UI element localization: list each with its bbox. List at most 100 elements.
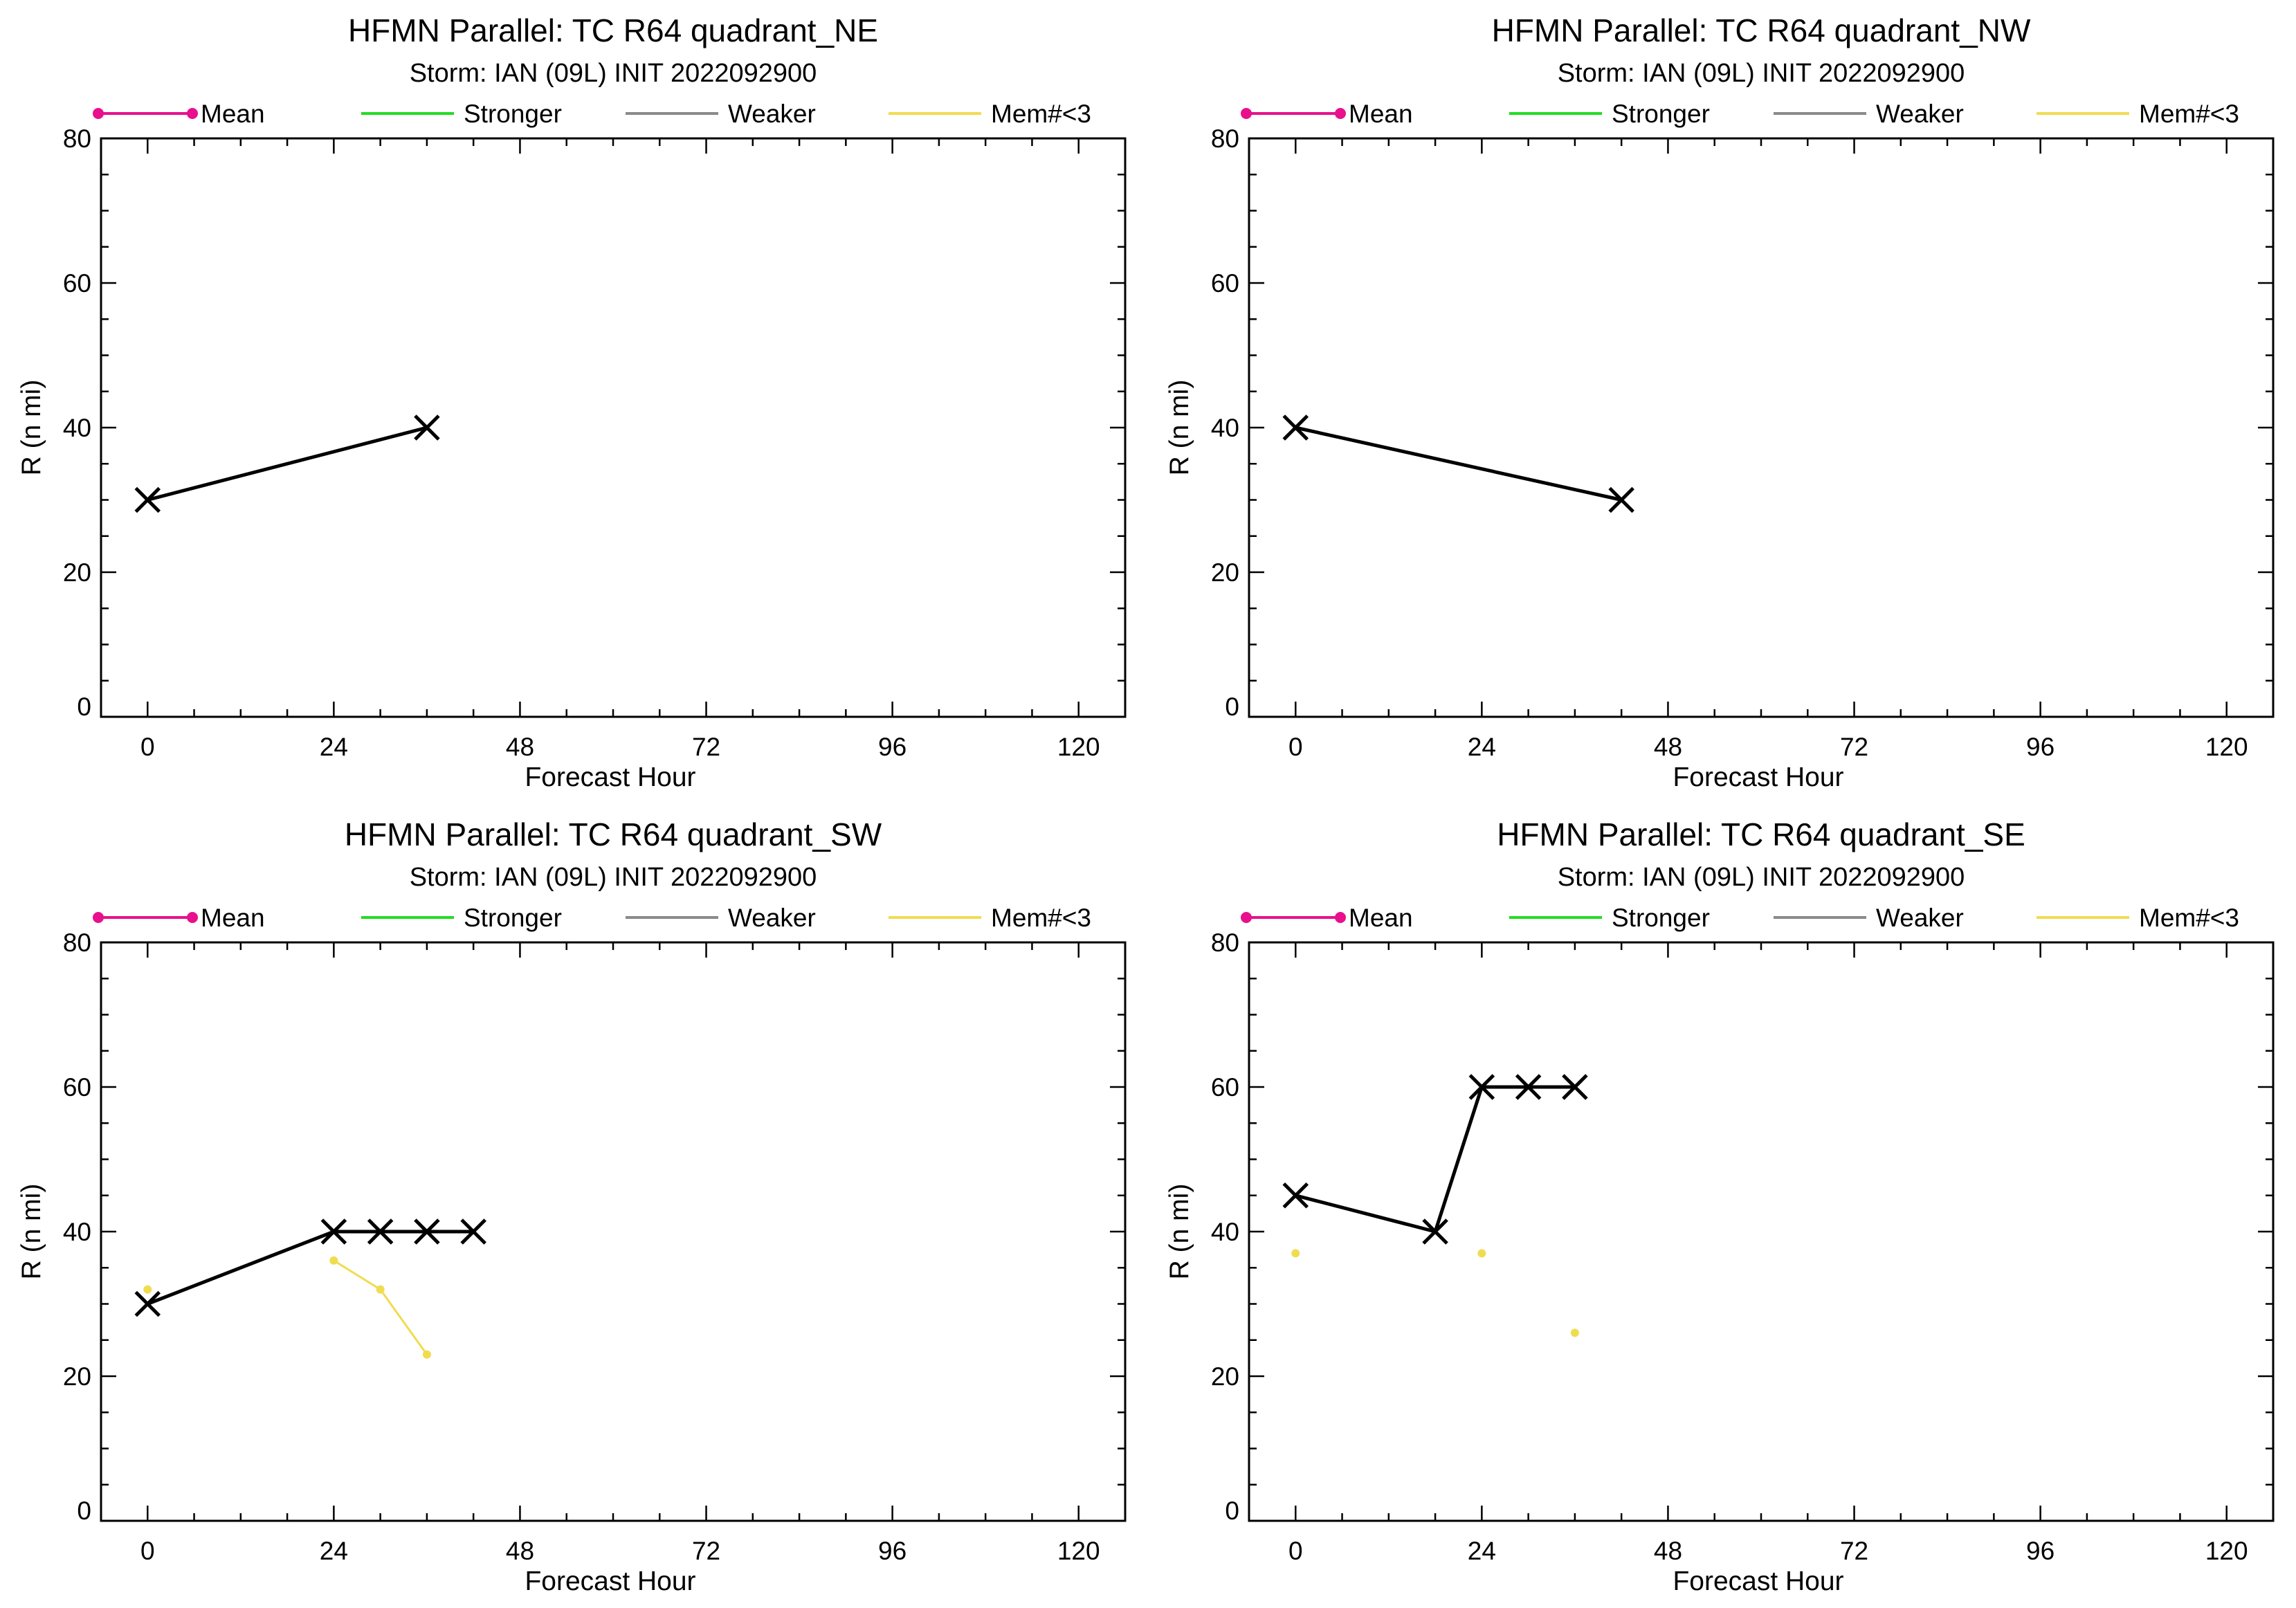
chart-subtitle: Storm: IAN (09L) INIT 2022092900 — [410, 59, 817, 88]
few-members-point — [329, 1256, 338, 1265]
y-tick-label: 80 — [1211, 125, 1239, 153]
legend-label-few: Mem#<3 — [2139, 904, 2239, 932]
y-axis-label: R (n mi) — [17, 1184, 46, 1280]
y-tick-label: 60 — [63, 1073, 91, 1102]
legend-dot-mean — [1335, 108, 1346, 119]
x-tick-label: 48 — [506, 1537, 534, 1565]
plot-frame — [1248, 941, 2275, 1522]
x-axis-label: Forecast Hour — [1673, 1566, 1843, 1596]
chart-panel-1: HFMN Parallel: TC R64 quadrant_NE Storm: … — [17, 12, 1127, 792]
x-marker-stroke — [320, 1218, 347, 1245]
x-tick-label: 24 — [320, 1537, 348, 1565]
x-tick-label: 0 — [140, 1537, 155, 1565]
few-members-point — [143, 1285, 152, 1294]
legend-label-few: Mem#<3 — [2139, 100, 2239, 128]
legend-dot-mean — [1241, 108, 1252, 119]
few-members-point — [1570, 1328, 1579, 1337]
x-tick-label: 0 — [1288, 1537, 1303, 1565]
actual-x-marker — [1468, 1074, 1495, 1100]
x-marker-stroke — [134, 1290, 161, 1317]
legend-label-stronger: Stronger — [464, 100, 562, 128]
chart-panel-3: HFMN Parallel: TC R64 quadrant_SW Storm: … — [17, 816, 1127, 1596]
y-tick-label: 0 — [1225, 693, 1239, 721]
plot-frame — [100, 941, 1127, 1522]
few-members-point — [376, 1285, 385, 1294]
x-tick-label: 96 — [878, 733, 906, 761]
x-axis-label: Forecast Hour — [525, 762, 695, 792]
x-marker-stroke — [367, 1218, 394, 1245]
y-tick-label: 20 — [1211, 558, 1239, 587]
legend-label-few: Mem#<3 — [991, 100, 1091, 128]
x-tick-label: 24 — [1468, 733, 1496, 761]
y-tick-label: 40 — [1211, 1218, 1239, 1246]
legend-dot-mean — [1241, 912, 1252, 923]
chart-subtitle: Storm: IAN (09L) INIT 2022092900 — [1558, 863, 1965, 892]
actual-series-line — [1295, 1085, 1575, 1234]
x-tick-label: 48 — [1654, 733, 1682, 761]
x-marker-stroke — [1282, 1182, 1309, 1209]
x-tick-label: 120 — [1057, 1537, 1100, 1565]
few-members-point — [422, 1350, 431, 1359]
legend-dot-mean — [187, 108, 198, 119]
x-axis-label: Forecast Hour — [1673, 762, 1843, 792]
legend-label-few: Mem#<3 — [991, 904, 1091, 932]
legend-label-mean: Mean — [1349, 100, 1413, 128]
x-marker-stroke — [1608, 486, 1634, 513]
legend-label-mean: Mean — [201, 904, 265, 932]
y-tick-label: 80 — [63, 929, 91, 957]
y-tick-label: 40 — [1211, 414, 1239, 442]
x-marker-stroke — [414, 414, 440, 441]
y-tick-label: 0 — [1225, 1497, 1239, 1525]
actual-x-marker — [367, 1218, 394, 1245]
few-members-point — [1477, 1249, 1486, 1258]
x-marker-stroke — [1515, 1074, 1542, 1100]
x-tick-label: 72 — [1840, 733, 1868, 761]
y-tick-label: 20 — [63, 1362, 91, 1391]
x-marker-stroke — [1422, 1218, 1448, 1245]
actual-x-marker — [1515, 1074, 1542, 1100]
x-marker-stroke — [134, 486, 161, 513]
actual-x-marker — [1562, 1074, 1588, 1100]
actual-series-line — [147, 426, 428, 502]
y-tick-label: 0 — [77, 1497, 91, 1525]
legend-dot-mean — [93, 912, 104, 923]
x-tick-label: 120 — [2205, 733, 2248, 761]
legend-label-stronger: Stronger — [464, 904, 562, 932]
y-tick-label: 40 — [63, 1218, 91, 1246]
plot-frame — [1248, 137, 2275, 718]
legend-label-mean: Mean — [1349, 904, 1413, 932]
actual-series-line — [1295, 426, 1622, 502]
x-tick-label: 24 — [320, 733, 348, 761]
x-tick-label: 0 — [1288, 733, 1303, 761]
legend-dot-mean — [93, 108, 104, 119]
actual-x-marker — [460, 1218, 486, 1245]
y-tick-label: 20 — [63, 558, 91, 587]
chart-title: HFMN Parallel: TC R64 quadrant_NE — [348, 12, 878, 48]
legend-label-weaker: Weaker — [728, 100, 816, 128]
y-tick-label: 80 — [1211, 929, 1239, 957]
x-tick-label: 72 — [1840, 1537, 1868, 1565]
y-tick-label: 60 — [1211, 269, 1239, 298]
chart-panel-4: HFMN Parallel: TC R64 quadrant_SE Storm: … — [1165, 816, 2275, 1596]
legend-dot-mean — [187, 912, 198, 923]
actual-x-marker — [134, 1290, 161, 1317]
chart-subtitle: Storm: IAN (09L) INIT 2022092900 — [1558, 59, 1965, 88]
actual-x-marker — [1608, 486, 1634, 513]
x-tick-label: 72 — [692, 1537, 720, 1565]
chart-panel-2: HFMN Parallel: TC R64 quadrant_NW Storm: … — [1165, 12, 2275, 792]
chart-subtitle: Storm: IAN (09L) INIT 2022092900 — [410, 863, 817, 892]
x-tick-label: 96 — [2026, 1537, 2054, 1565]
y-tick-label: 20 — [1211, 1362, 1239, 1391]
y-tick-label: 0 — [77, 693, 91, 721]
legend-label-weaker: Weaker — [728, 904, 816, 932]
y-tick-label: 60 — [1211, 1073, 1239, 1102]
actual-x-marker — [414, 414, 440, 441]
x-tick-label: 24 — [1468, 1537, 1496, 1565]
actual-x-marker — [1282, 414, 1309, 441]
legend-label-stronger: Stronger — [1612, 100, 1710, 128]
x-tick-label: 72 — [692, 733, 720, 761]
x-marker-stroke — [460, 1218, 486, 1245]
x-marker-stroke — [1282, 414, 1309, 441]
